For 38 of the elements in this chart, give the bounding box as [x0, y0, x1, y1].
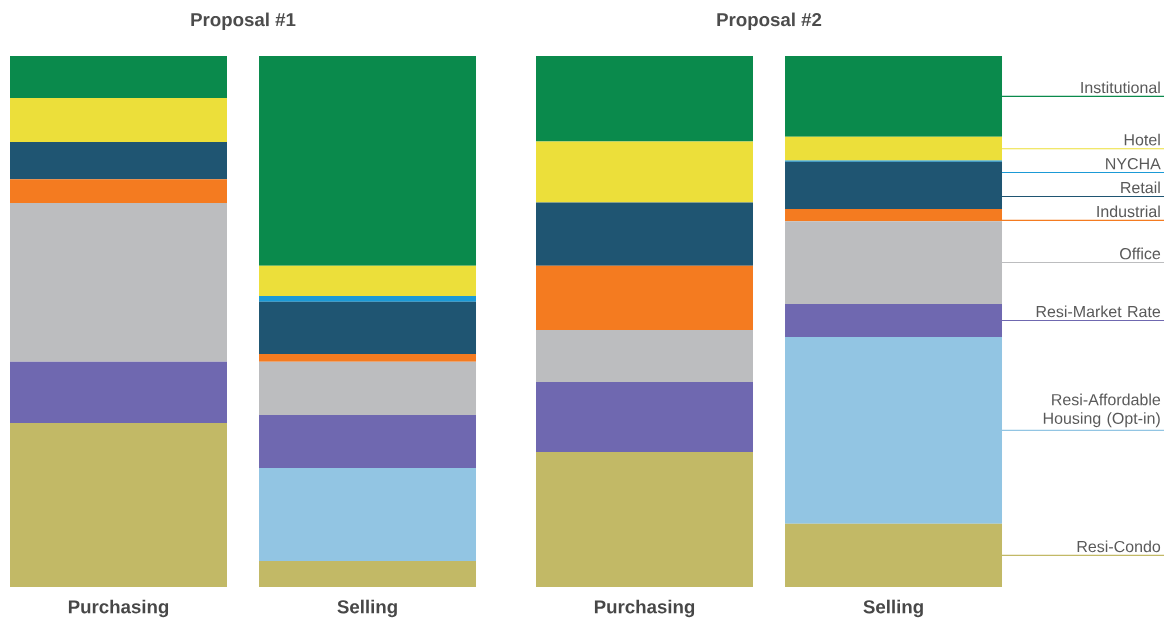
chart-title: Proposal #1 [191, 12, 296, 30]
bar [259, 265, 477, 297]
bar [10, 361, 227, 423]
chart-title: Proposal #2 [717, 12, 822, 30]
text: Resi-Condo [1077, 540, 1161, 553]
bar [259, 296, 477, 302]
bar [10, 179, 227, 204]
bar [10, 97, 227, 143]
text: Retail [1121, 181, 1160, 194]
bar [259, 56, 477, 266]
bar [10, 422, 227, 587]
text: Hotel [1124, 133, 1160, 146]
bar [259, 560, 477, 587]
text: Office [1120, 247, 1161, 260]
bar [10, 56, 227, 98]
x-tick-label: Purchasing [68, 599, 169, 618]
bar [536, 382, 754, 453]
bar [259, 468, 477, 561]
text: Industrial [1097, 205, 1160, 218]
x-tick-label: Selling [863, 599, 923, 618]
bar [259, 414, 477, 469]
bar [536, 452, 754, 587]
x-tick-label: Purchasing [594, 599, 695, 618]
text: Resi-Market Rate [1036, 305, 1161, 318]
x-tick-label: Selling [337, 599, 397, 618]
text: NYCHA [1106, 158, 1161, 170]
text: Resi-Affordable Housing (Opt-in) [1043, 393, 1161, 428]
bar [536, 141, 754, 203]
bar [536, 202, 754, 266]
bar [259, 301, 477, 354]
bar [10, 203, 227, 362]
bar [259, 353, 477, 362]
bar [10, 142, 227, 180]
bar [536, 56, 754, 142]
bar [259, 361, 477, 415]
text: Institutional [1081, 81, 1160, 94]
bar [536, 265, 754, 330]
bar [536, 330, 754, 383]
